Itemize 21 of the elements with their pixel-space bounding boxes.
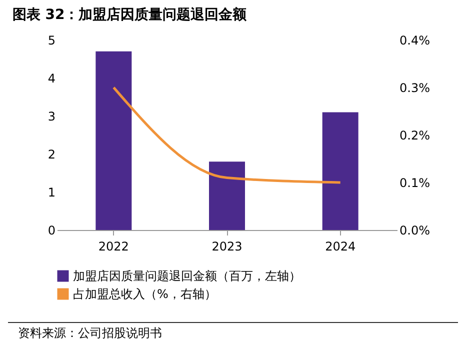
x-tick-label: 2024: [325, 240, 356, 254]
bar: [96, 51, 132, 230]
y-tick-label: 1: [48, 186, 56, 200]
text: 资料来源：公司招股说明书: [8, 322, 458, 340]
y-tick-label: 4: [48, 72, 56, 86]
x-tick-label: 2023: [212, 240, 242, 254]
y-tick-label: 0: [48, 224, 56, 238]
y2-tick-label: 0.3%: [400, 81, 430, 95]
legend-label: 加盟店因质量问题退回金额（百万，左轴）: [73, 269, 301, 283]
y2-tick-label: 0.1%: [400, 176, 430, 190]
y2-tick-label: 0.2%: [400, 128, 430, 142]
y2-tick-label: 0.0%: [400, 224, 430, 238]
bar: [209, 162, 245, 230]
y-tick-label: 5: [48, 34, 56, 48]
x-tick-label: 2022: [98, 240, 129, 254]
y-tick-label: 3: [48, 110, 56, 124]
legend-label: 占加盟总收入（%，右轴）: [73, 287, 216, 301]
bar: [322, 112, 358, 230]
y2-tick-label: 0.4%: [400, 34, 430, 48]
chart-title: 图表 32：加盟店因质量问题退回金额: [12, 6, 248, 23]
y-tick-label: 2: [48, 148, 56, 162]
